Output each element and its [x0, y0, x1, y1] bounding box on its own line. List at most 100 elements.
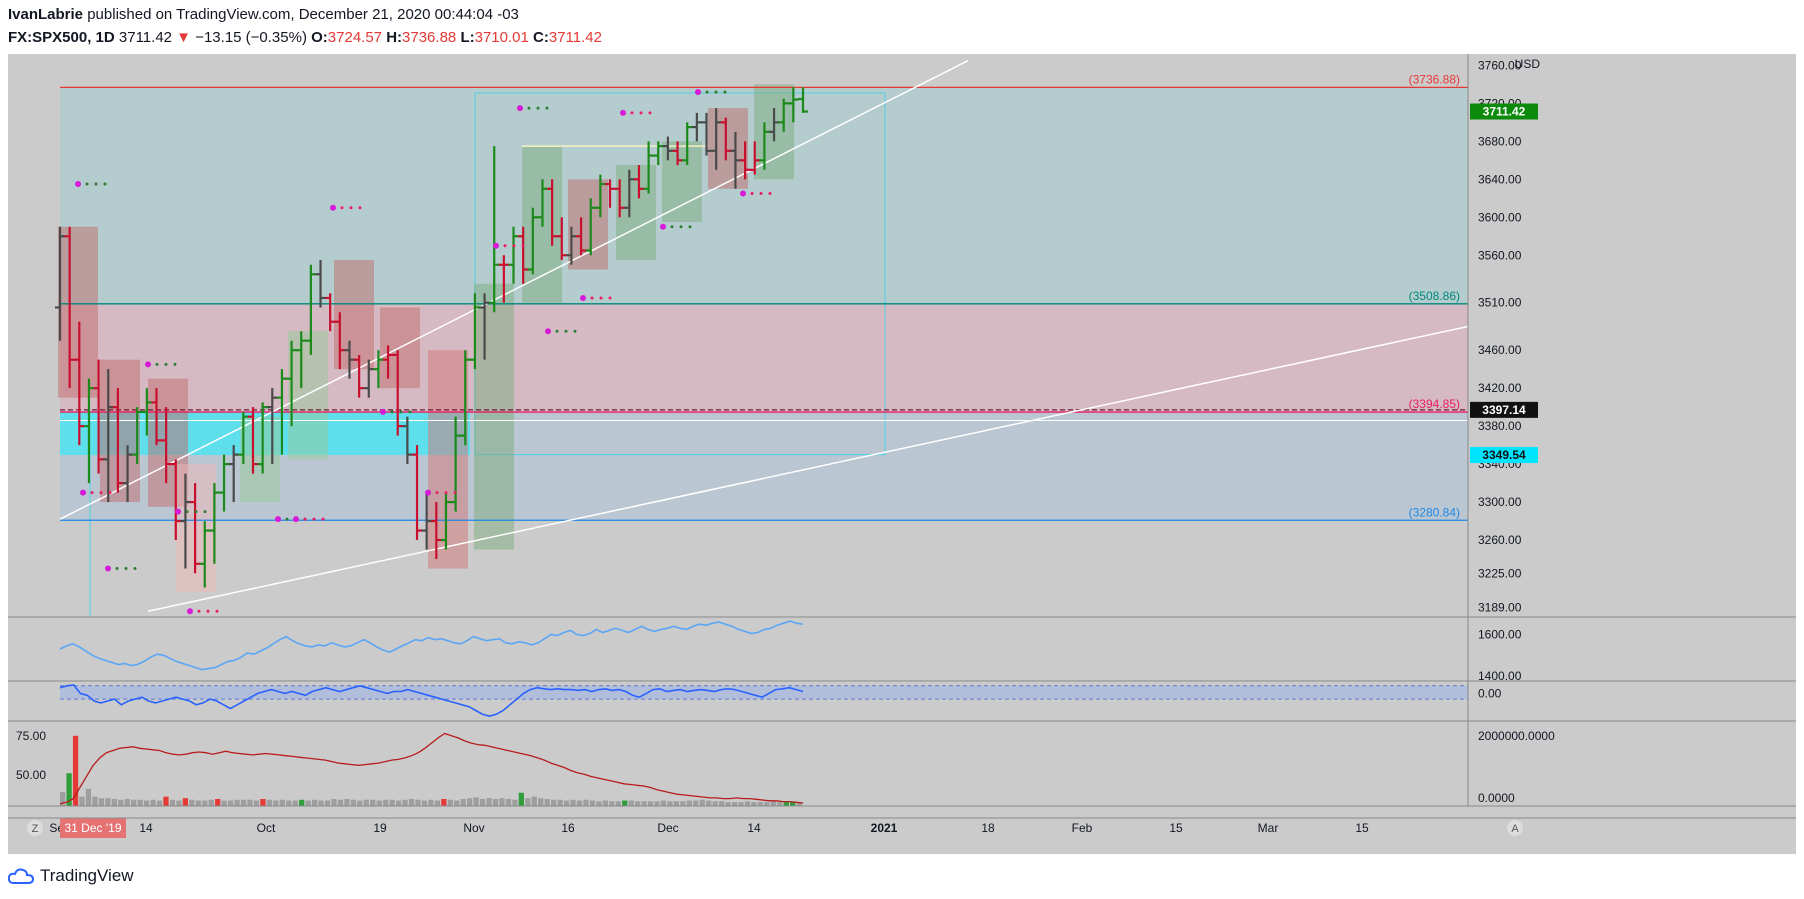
- volume-bar: [266, 799, 273, 806]
- volume-bar: [596, 801, 602, 806]
- signal-marker-12: [175, 508, 181, 515]
- time-label-9: 18: [981, 821, 995, 835]
- signal-dot: [564, 329, 568, 333]
- volume-bar: [757, 802, 764, 806]
- signal-marker-17: [80, 489, 86, 496]
- signal-marker-11: [187, 608, 193, 615]
- author-name[interactable]: IvanLabrie: [8, 6, 84, 23]
- volume-bar: [647, 801, 654, 806]
- volume-bar: [609, 801, 615, 806]
- volume-bar: [60, 791, 66, 806]
- time-label-3: 19: [373, 821, 387, 835]
- volume-bar: [227, 800, 234, 806]
- trendline-lower: [147, 325, 1469, 612]
- signal-dot: [705, 90, 709, 94]
- symbol-label[interactable]: FX:SPX500, 1D: [8, 29, 115, 46]
- volume-bar: [260, 798, 266, 806]
- signal-dot: [115, 567, 119, 571]
- volume-bar: [253, 800, 260, 806]
- volume-bar: [292, 800, 298, 806]
- signal-dot: [164, 362, 168, 366]
- volume-bar: [137, 799, 143, 806]
- volume-bar: [583, 799, 589, 806]
- tradingview-brand: TradingView: [40, 866, 134, 885]
- volume-bar: [699, 799, 705, 806]
- volume-bar: [673, 801, 680, 806]
- volume-bar: [66, 773, 72, 806]
- volume-bar: [538, 798, 544, 806]
- signal-dot: [321, 517, 325, 521]
- volume-bar: [783, 802, 789, 806]
- close-value: 3711.42: [548, 29, 602, 46]
- volume-bar: [234, 799, 240, 806]
- zoom-icon-glyph: Z: [32, 823, 39, 835]
- price-tick-label-9: 3380.00: [1478, 419, 1522, 433]
- volume-bar: [421, 800, 428, 806]
- change-down-icon: ▼: [176, 29, 192, 46]
- trendline-upper: [59, 59, 969, 520]
- signal-dot: [527, 106, 531, 110]
- volume-bar: [415, 799, 421, 806]
- price-tick-label-8: 3420.00: [1478, 381, 1522, 395]
- time-label-2: Oct: [257, 821, 276, 835]
- volume-bar: [131, 799, 137, 806]
- axes: 3760.003720.003680.003640.003600.003560.…: [8, 54, 1796, 838]
- volume-bar: [738, 802, 744, 806]
- volume-bar: [428, 799, 434, 806]
- volume-bar: [744, 801, 751, 806]
- volume-bar: [467, 798, 473, 806]
- volume-bar: [273, 800, 279, 806]
- volume-bar: [143, 800, 150, 806]
- indicator-2-tick-0: 0.00: [1478, 686, 1502, 700]
- signal-marker-10: [105, 565, 111, 572]
- volume-bar: [544, 798, 550, 806]
- signal-dot: [714, 90, 718, 94]
- volume-bar: [635, 801, 641, 806]
- volume-bar: [557, 799, 563, 806]
- volume-bar: [615, 801, 621, 806]
- signal-dot: [399, 410, 403, 414]
- volume-bar: [370, 799, 376, 806]
- signal-dot: [155, 362, 159, 366]
- signal-dot: [444, 491, 448, 495]
- volume-bar: [654, 801, 660, 806]
- volume-bar: [563, 800, 570, 806]
- volume-bar: [751, 802, 757, 806]
- volume-bar: [215, 798, 221, 806]
- indicator-1-line: [59, 620, 804, 671]
- volume-bar: [350, 799, 356, 806]
- volume-bar: [479, 798, 486, 806]
- time-label-11: 15: [1169, 821, 1183, 835]
- auto-scale-glyph: A: [1511, 823, 1519, 835]
- price-label-bg-0: [1470, 103, 1538, 120]
- signal-marker-9: [740, 190, 746, 197]
- volume-right-tick-0: 2000000.0000: [1478, 729, 1555, 743]
- signal-dot: [173, 362, 177, 366]
- signal-dot: [759, 192, 763, 196]
- volume-bar: [770, 801, 776, 806]
- signal-dot: [285, 517, 289, 521]
- signal-dot: [94, 182, 98, 186]
- time-label-13: 15: [1355, 821, 1369, 835]
- signal-dot: [750, 192, 754, 196]
- volume-bar: [790, 802, 796, 806]
- time-label-5: 16: [561, 821, 575, 835]
- signal-marker-2: [517, 105, 523, 112]
- volume-right-tick-1: 0.0000: [1478, 791, 1515, 805]
- time-label-4: Nov: [463, 821, 484, 835]
- tradingview-logo[interactable]: TradingView: [8, 864, 134, 888]
- volume-pane: [59, 732, 804, 806]
- open-label: O:: [311, 29, 328, 46]
- volume-bar: [731, 802, 738, 806]
- volume-bar: [163, 796, 169, 806]
- volume-left-tick-1: 50.00: [16, 768, 46, 782]
- signal-dot: [536, 106, 540, 110]
- price-labels: 3711.42 3397.14 3349.54: [1470, 103, 1538, 464]
- signal-dot: [312, 517, 316, 521]
- signal-dot: [630, 111, 634, 115]
- order-block-1: [100, 359, 140, 503]
- price-chart[interactable]: (3736.88) (3508.86) (3394.85) (3280.84) 376…: [8, 54, 1796, 854]
- volume-bar: [299, 799, 305, 806]
- order-block-14: [708, 108, 748, 189]
- level-label-1: (3508.86): [1409, 289, 1460, 303]
